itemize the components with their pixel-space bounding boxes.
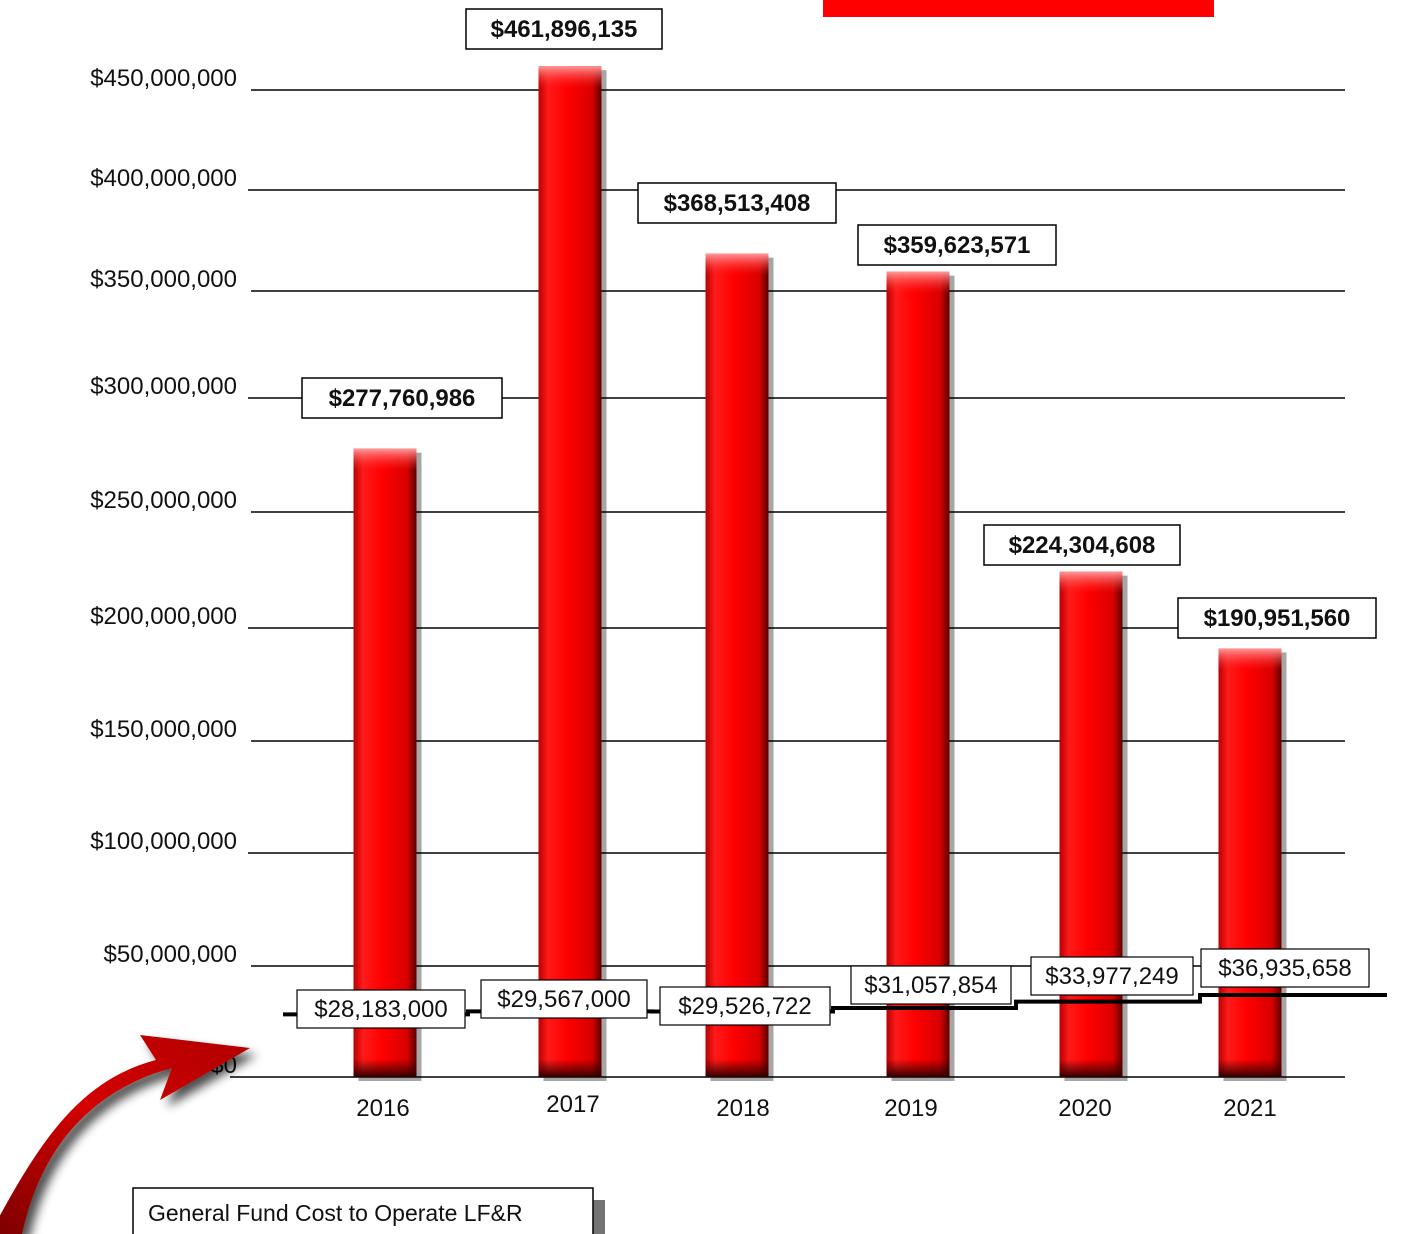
legend-label: General Fund Cost to Operate LF&R (148, 1200, 523, 1226)
line-value-label: $31,057,854 (850, 965, 1012, 1005)
bar-label-text: $368,513,408 (664, 190, 811, 217)
line-label-text: $36,935,658 (1218, 955, 1351, 982)
y-tick-label: $100,000,000 (90, 828, 237, 855)
line-label-text: $29,526,722 (678, 993, 811, 1020)
line-label-text: $31,057,854 (864, 972, 997, 999)
y-tick-label: $400,000,000 (90, 165, 237, 192)
bar (538, 66, 607, 1081)
y-tick-label: $450,000,000 (90, 65, 237, 92)
legend: General Fund Cost to Operate LF&R (132, 1187, 605, 1234)
line-label-box (659, 986, 831, 1026)
bar (1218, 648, 1287, 1081)
x-tick-label: 2020 (1058, 1095, 1111, 1122)
bar (705, 253, 774, 1081)
bar-highlight (886, 271, 950, 294)
bar-body (538, 66, 602, 1077)
x-tick-label: 2019 (884, 1095, 937, 1122)
y-tick-label: $200,000,000 (90, 603, 237, 630)
x-axis-ticks: 2016 2017 2018 2019 2020 2021 (356, 1091, 1276, 1122)
general-fund-line (283, 993, 1387, 1017)
y-tick-label: $50,000,000 (104, 941, 237, 968)
line-label-box (1200, 948, 1370, 988)
bar-label-box (857, 224, 1057, 266)
bar-label-box (301, 377, 503, 419)
bar-value-labels: $277,760,986 $461,896,135 $368,513,408 $359… (301, 8, 1377, 639)
bar-label-box (1177, 597, 1377, 639)
y-tick-label: $350,000,000 (90, 266, 237, 293)
bar-label-box (983, 524, 1181, 566)
bar-value-label: $359,623,571 (857, 224, 1057, 266)
bar-highlight (1218, 648, 1282, 671)
title-block (823, 0, 1214, 17)
bar-base-shade (538, 1059, 602, 1077)
bar (886, 271, 955, 1081)
x-tick-label: 2018 (716, 1095, 769, 1122)
x-tick-label: 2016 (356, 1095, 409, 1122)
bar-highlight (1059, 571, 1123, 594)
line-value-label: $29,526,722 (659, 986, 831, 1026)
bar-value-label: $461,896,135 (465, 8, 663, 50)
bar-body (886, 271, 950, 1077)
curved-arrow-icon (0, 1035, 250, 1234)
step-line-path (283, 993, 1387, 1017)
bar-value-label: $224,304,608 (983, 524, 1181, 566)
y-tick-label: $250,000,000 (90, 487, 237, 514)
line-label-text: $33,977,249 (1045, 963, 1178, 990)
bar-base-shade (1059, 1059, 1123, 1077)
line-label-box (296, 989, 466, 1029)
bar-highlight (538, 66, 602, 89)
y-axis-ticks: $0$50,000,000$100,000,000$150,000,000$20… (90, 65, 237, 1079)
bar (353, 448, 422, 1081)
line-label-text: $29,567,000 (497, 986, 630, 1013)
x-tick-label: 2021 (1223, 1095, 1276, 1122)
line-label-box (850, 965, 1012, 1005)
line-value-label: $29,567,000 (480, 979, 648, 1019)
bars (353, 66, 1287, 1081)
y-tick-label: $300,000,000 (90, 373, 237, 400)
bar-base-shade (353, 1059, 417, 1077)
line-label-box (1030, 956, 1194, 996)
bar-value-label: $277,760,986 (301, 377, 503, 419)
bar-base-shade (886, 1059, 950, 1077)
bar-value-label: $368,513,408 (637, 182, 837, 224)
bar-highlight (353, 448, 417, 471)
line-value-label: $36,935,658 (1200, 948, 1370, 988)
bar-label-text: $224,304,608 (1009, 532, 1156, 559)
bar-label-text: $277,760,986 (329, 385, 476, 412)
bar-highlight (705, 253, 769, 276)
bar-body (1218, 648, 1282, 1077)
bar (1059, 571, 1128, 1081)
bar-value-label: $190,951,560 (1177, 597, 1377, 639)
bar-label-box (637, 182, 837, 224)
x-tick-label: 2017 (546, 1091, 599, 1118)
bar-body (705, 253, 769, 1078)
bar-label-text: $359,623,571 (884, 232, 1031, 259)
legend-box (132, 1187, 594, 1234)
line-label-box (480, 979, 648, 1019)
bar-label-text: $461,896,135 (491, 16, 638, 43)
y-tick-label: $150,000,000 (90, 716, 237, 743)
bar-body (353, 448, 417, 1077)
bar-label-text: $190,951,560 (1204, 605, 1351, 632)
line-value-label: $28,183,000 (296, 989, 466, 1029)
line-value-labels: $28,183,000 $29,567,000 $29,526,722 $31,057… (296, 948, 1370, 1029)
line-value-label: $33,977,249 (1030, 956, 1194, 996)
bar-base-shade (705, 1059, 769, 1077)
bar-label-box (465, 8, 663, 50)
line-label-text: $28,183,000 (314, 996, 447, 1023)
bar-base-shade (1218, 1059, 1282, 1077)
